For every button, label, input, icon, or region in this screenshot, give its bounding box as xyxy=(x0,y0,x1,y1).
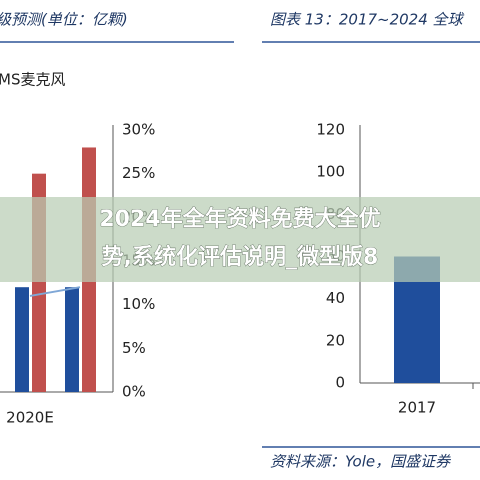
y-tick-label: 0 xyxy=(335,374,345,392)
bar xyxy=(15,287,29,392)
y-tick-label: 0% xyxy=(122,383,146,401)
banner xyxy=(0,197,480,282)
y-tick-label: 120 xyxy=(316,121,345,139)
right-title: 图表 13：2017~2024 全球 xyxy=(270,11,465,29)
x-tick-label: 2017 xyxy=(398,399,436,417)
y-tick-label: 100 xyxy=(316,163,345,181)
y-tick-label: 20 xyxy=(326,331,345,349)
source: 资料来源：Yole，国盛证券 xyxy=(270,453,451,471)
y-tick-label: 10% xyxy=(122,295,155,313)
bar xyxy=(65,287,79,392)
line xyxy=(29,286,81,297)
left-title: 级预测(单位：亿颗) xyxy=(0,11,128,29)
x-tick-label: 2020E xyxy=(6,409,54,427)
y-tick-label: 5% xyxy=(122,339,146,357)
banner-text: 势,系统化评估说明_微型版8 xyxy=(102,244,379,270)
y-tick-label: 30% xyxy=(122,121,155,139)
y-tick-label: 40 xyxy=(326,289,345,307)
banner-text: 2024年全年资料免费大全优 xyxy=(99,206,380,232)
left-subtitle: MS麦克风 xyxy=(0,71,65,89)
y-tick-label: 25% xyxy=(122,164,155,182)
